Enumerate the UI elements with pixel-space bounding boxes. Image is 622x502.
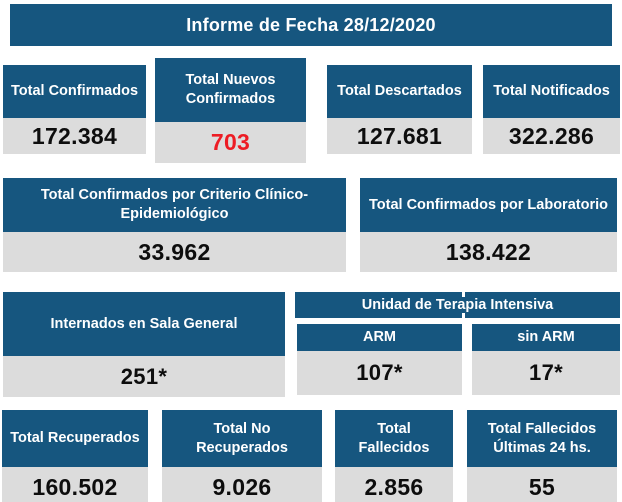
card-total-fallecidos-value: 2.856 — [335, 467, 453, 502]
uti-header-divider-top — [462, 292, 465, 297]
card-total-no-recuperados-value: 9.026 — [162, 467, 322, 502]
card-confirmados-criterio-clinico-label: Total Confirmados por Criterio Clínico-E… — [3, 178, 346, 232]
card-total-descartados-value: 127.681 — [327, 118, 472, 154]
card-internados-sala-general-value: 251* — [3, 356, 285, 397]
card-confirmados-laboratorio-label: Total Confirmados por Laboratorio — [360, 178, 617, 232]
card-fallecidos-ultimas-24hs-label: Total Fallecidos Últimas 24 hs. — [467, 410, 617, 467]
card-total-recuperados: Total Recuperados 160.502 — [2, 410, 148, 502]
card-internados-sala-general-label: Internados en Sala General — [3, 292, 285, 356]
card-total-notificados: Total Notificados 322.286 — [483, 65, 620, 154]
report-title-bar: Informe de Fecha 28/12/2020 — [10, 4, 612, 46]
card-total-nuevos-confirmados-value: 703 — [155, 122, 306, 163]
card-total-descartados-label: Total Descartados — [327, 65, 472, 118]
card-total-descartados: Total Descartados 127.681 — [327, 65, 472, 154]
uti-group-header: Unidad de Terapia Intensiva — [295, 292, 620, 318]
card-total-no-recuperados: Total No Recuperados 9.026 — [162, 410, 322, 502]
report-title: Informe de Fecha 28/12/2020 — [186, 14, 436, 35]
uti-sin-arm-label: sin ARM — [472, 324, 620, 351]
card-total-confirmados: Total Confirmados 172.384 — [3, 65, 146, 154]
card-confirmados-criterio-clinico: Total Confirmados por Criterio Clínico-E… — [3, 178, 346, 272]
card-total-confirmados-label: Total Confirmados — [3, 65, 146, 118]
card-total-recuperados-label: Total Recuperados — [2, 410, 148, 467]
uti-column-sin-arm: sin ARM 17* — [472, 324, 620, 395]
card-total-no-recuperados-label: Total No Recuperados — [162, 410, 322, 467]
card-total-confirmados-value: 172.384 — [3, 118, 146, 154]
card-total-notificados-label: Total Notificados — [483, 65, 620, 118]
card-total-nuevos-confirmados: Total Nuevos Confirmados 703 — [155, 58, 306, 163]
card-confirmados-laboratorio: Total Confirmados por Laboratorio 138.42… — [360, 178, 617, 272]
uti-arm-label: ARM — [297, 324, 462, 351]
card-internados-sala-general: Internados en Sala General 251* — [3, 292, 285, 397]
uti-sin-arm-value: 17* — [472, 351, 620, 395]
card-total-fallecidos: Total Fallecidos 2.856 — [335, 410, 453, 502]
card-fallecidos-ultimas-24hs: Total Fallecidos Últimas 24 hs. 55 — [467, 410, 617, 502]
card-confirmados-criterio-clinico-value: 33.962 — [3, 232, 346, 272]
card-fallecidos-ultimas-24hs-value: 55 — [467, 467, 617, 502]
card-total-nuevos-confirmados-label: Total Nuevos Confirmados — [155, 58, 306, 122]
uti-arm-value: 107* — [297, 351, 462, 395]
card-total-notificados-value: 322.286 — [483, 118, 620, 154]
card-total-recuperados-value: 160.502 — [2, 467, 148, 502]
uti-header-divider-bottom — [462, 313, 465, 318]
card-confirmados-laboratorio-value: 138.422 — [360, 232, 617, 272]
uti-group: Unidad de Terapia Intensiva ARM 107* sin… — [295, 292, 620, 397]
uti-column-arm: ARM 107* — [297, 324, 462, 395]
card-total-fallecidos-label: Total Fallecidos — [335, 410, 453, 467]
uti-group-label: Unidad de Terapia Intensiva — [361, 297, 554, 313]
